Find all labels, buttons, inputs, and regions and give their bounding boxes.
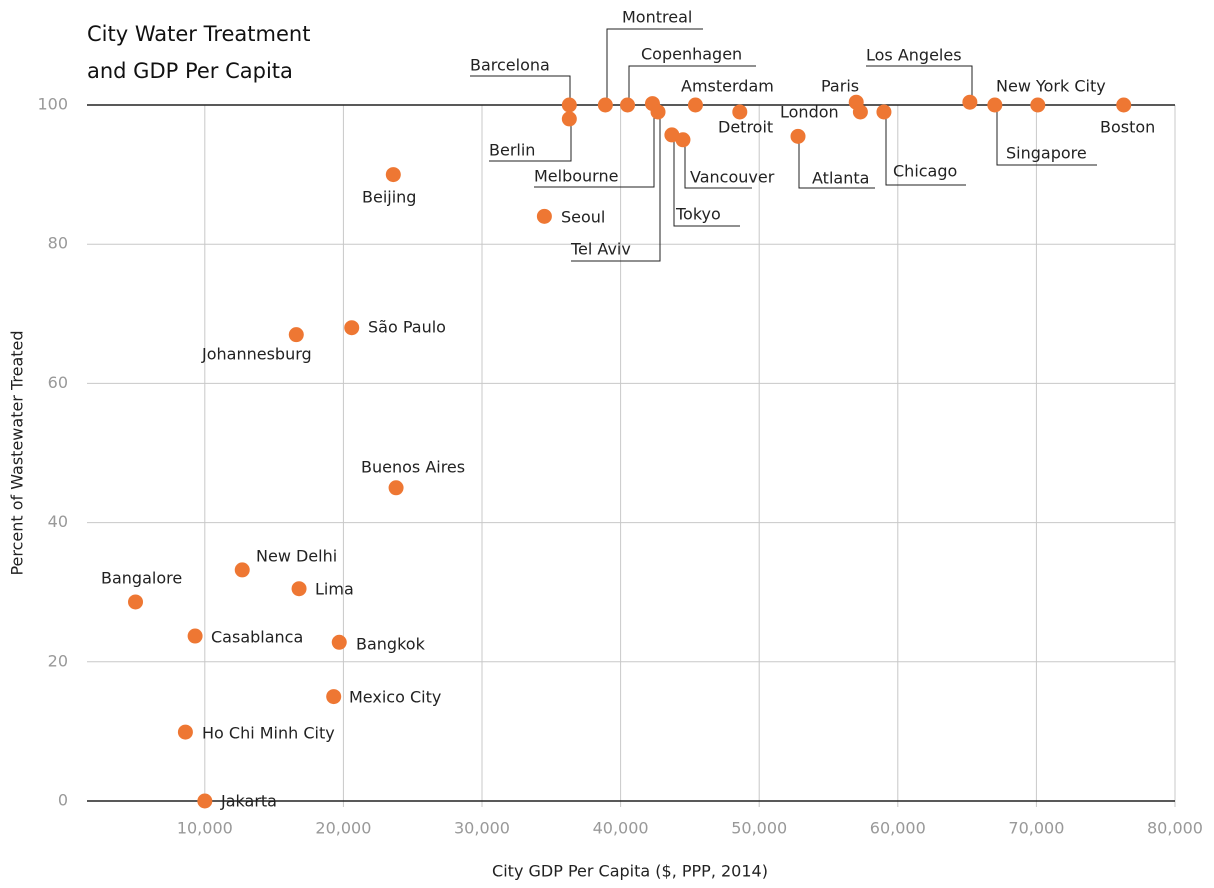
point-label: São Paulo [368, 318, 446, 337]
leader-line [534, 103, 655, 188]
point-label: New York City [996, 77, 1106, 96]
point [650, 104, 666, 120]
point-label: Montreal [622, 8, 692, 27]
point-label: Paris [821, 77, 859, 96]
point [1030, 97, 1046, 113]
x-tick-label: 50,000 [731, 819, 787, 838]
point [291, 581, 307, 597]
leader-line [866, 65, 973, 102]
leader-line [470, 75, 571, 98]
point [344, 320, 360, 336]
point [732, 104, 748, 120]
y-tick-label: 80 [48, 234, 68, 253]
point [790, 128, 806, 144]
point-label: Los Angeles [866, 46, 962, 65]
leader-line [673, 135, 740, 227]
point [388, 480, 404, 496]
point-label: Lima [315, 580, 354, 599]
point-label: Tel Aviv [570, 240, 631, 259]
point [561, 97, 577, 113]
point [1116, 97, 1132, 113]
leader-line [571, 111, 661, 262]
point-label: Casablanca [211, 628, 303, 647]
chart-title: City Water Treatment [87, 22, 310, 46]
y-axis-label: Percent of Wastewater Treated [8, 330, 27, 575]
point-label: Atlanta [812, 169, 869, 188]
point [876, 104, 892, 120]
point [385, 167, 401, 183]
leader-line [684, 140, 752, 189]
chart-title: and GDP Per Capita [87, 59, 293, 83]
point-label: Melbourne [534, 167, 618, 186]
point-label: Singapore [1006, 144, 1087, 163]
point-label: Ho Chi Minh City [202, 724, 335, 743]
leader-line [996, 104, 1097, 166]
point [326, 689, 342, 705]
leader-line [489, 118, 572, 162]
point-label: London [780, 103, 839, 122]
point-label: Copenhagen [641, 45, 742, 64]
y-tick-label: 100 [37, 95, 68, 114]
point-label: Berlin [489, 141, 535, 160]
point-label: Mexico City [349, 688, 441, 707]
point-label: Amsterdam [681, 77, 774, 96]
y-tick-label: 0 [58, 791, 68, 810]
point-label: Boston [1100, 118, 1155, 137]
point-label: Tokyo [675, 205, 721, 224]
point-label: Johannesburg [201, 345, 312, 364]
point [561, 111, 577, 127]
x-tick-label: 20,000 [315, 819, 371, 838]
x-tick-label: 70,000 [1008, 819, 1064, 838]
point-label: Barcelona [470, 56, 550, 75]
point [687, 97, 703, 113]
point [675, 132, 691, 148]
point-label: Vancouver [690, 168, 775, 187]
x-tick-label: 10,000 [177, 819, 233, 838]
point-label: Jakarta [220, 792, 277, 811]
point [234, 562, 250, 578]
x-tick-label: 40,000 [593, 819, 649, 838]
point-label: New Delhi [256, 547, 337, 566]
y-tick-label: 60 [48, 373, 68, 392]
y-tick-label: 20 [48, 651, 68, 670]
point [962, 94, 978, 110]
point-label: Chicago [893, 162, 957, 181]
point-label: Bangkok [356, 635, 426, 654]
point-label: Bangalore [101, 569, 182, 588]
x-tick-label: 60,000 [870, 819, 926, 838]
x-axis-label: City GDP Per Capita ($, PPP, 2014) [492, 862, 768, 881]
x-tick-label: 80,000 [1147, 819, 1203, 838]
point [288, 327, 304, 343]
x-tick-label: 30,000 [454, 819, 510, 838]
leader-line [606, 28, 703, 98]
point [187, 628, 203, 644]
point [620, 97, 636, 113]
leader-line [798, 136, 875, 189]
leader-line [628, 65, 756, 98]
point-label: Seoul [561, 208, 605, 227]
point-label: Buenos Aires [361, 458, 465, 477]
point [128, 594, 144, 610]
point-label: Detroit [718, 118, 773, 137]
point [852, 104, 868, 120]
point [597, 97, 613, 113]
point [331, 634, 347, 650]
y-tick-label: 40 [48, 512, 68, 531]
point [536, 208, 552, 224]
point [987, 97, 1003, 113]
leader-line [885, 111, 966, 186]
point [177, 724, 193, 740]
point-label: Beijing [362, 188, 416, 207]
point [197, 793, 213, 809]
